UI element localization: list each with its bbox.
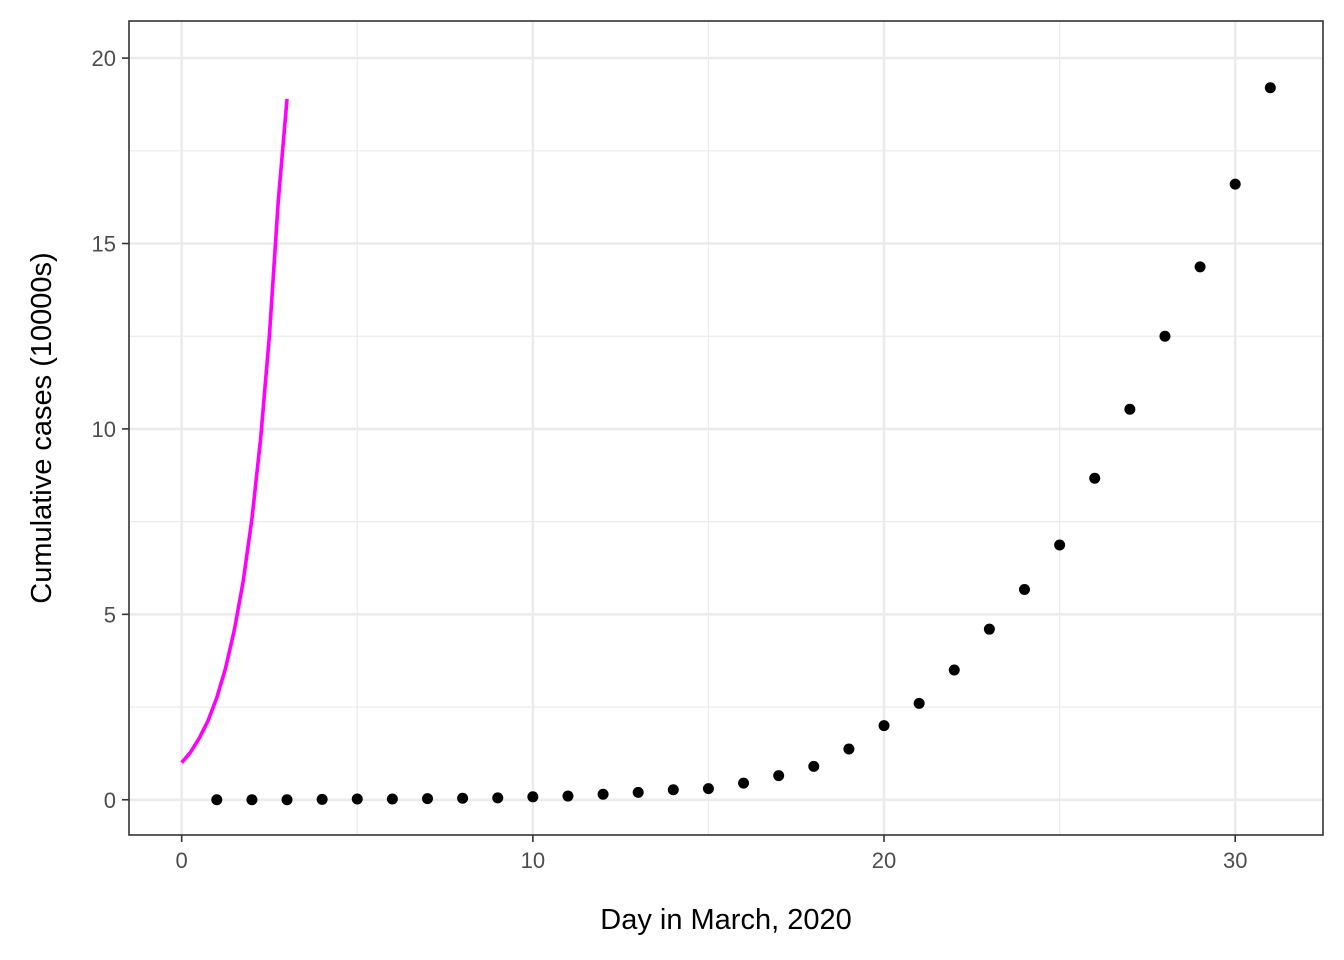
data-point — [281, 794, 293, 806]
series-layer — [180, 82, 1276, 806]
data-point — [457, 792, 469, 804]
data-point — [948, 664, 960, 676]
data-point — [1054, 539, 1066, 551]
data-point — [1089, 472, 1101, 484]
data-point — [1019, 584, 1030, 595]
data-point — [667, 784, 679, 796]
x-axis-title: Day in March, 2020 — [600, 904, 851, 936]
data-point — [983, 623, 995, 635]
y-tick-label: 10 — [92, 417, 116, 442]
plot-border — [128, 20, 1324, 836]
y-tick-label: 15 — [92, 232, 116, 257]
data-point — [527, 791, 539, 803]
data-point — [878, 720, 890, 732]
data-point — [351, 793, 363, 805]
x-tick-label: 30 — [1223, 848, 1247, 873]
y-tick-label: 5 — [104, 602, 116, 627]
data-point — [632, 786, 644, 798]
y-tick-label: 0 — [104, 788, 116, 813]
x-tick-label: 20 — [872, 848, 896, 873]
y-tick-label: 20 — [92, 46, 116, 71]
data-point — [246, 794, 258, 806]
data-point — [738, 777, 750, 789]
data-point — [843, 743, 855, 755]
data-point — [1264, 82, 1276, 94]
data-point — [562, 790, 574, 802]
data-point — [702, 783, 714, 795]
data-point — [422, 793, 433, 805]
data-point — [773, 770, 785, 782]
data-point — [211, 794, 223, 806]
data-point — [913, 697, 925, 709]
data-point — [386, 793, 398, 805]
y-axis-title: Cumulative cases (10000s) — [26, 252, 58, 603]
data-point — [316, 793, 328, 805]
data-point — [1124, 403, 1136, 415]
data-point — [1194, 261, 1206, 273]
data-point — [1229, 178, 1241, 190]
data-point — [808, 760, 820, 772]
data-point — [597, 788, 609, 800]
fit-curve-line — [180, 98, 289, 764]
y-axis: 0 5 10 15 20 — [92, 46, 129, 813]
x-axis: 0 10 20 30 — [176, 835, 1247, 873]
x-tick-label: 10 — [521, 848, 545, 873]
data-point — [492, 792, 504, 804]
grid-major — [129, 21, 1323, 835]
data-point — [1159, 330, 1171, 342]
x-tick-label: 0 — [176, 848, 188, 873]
